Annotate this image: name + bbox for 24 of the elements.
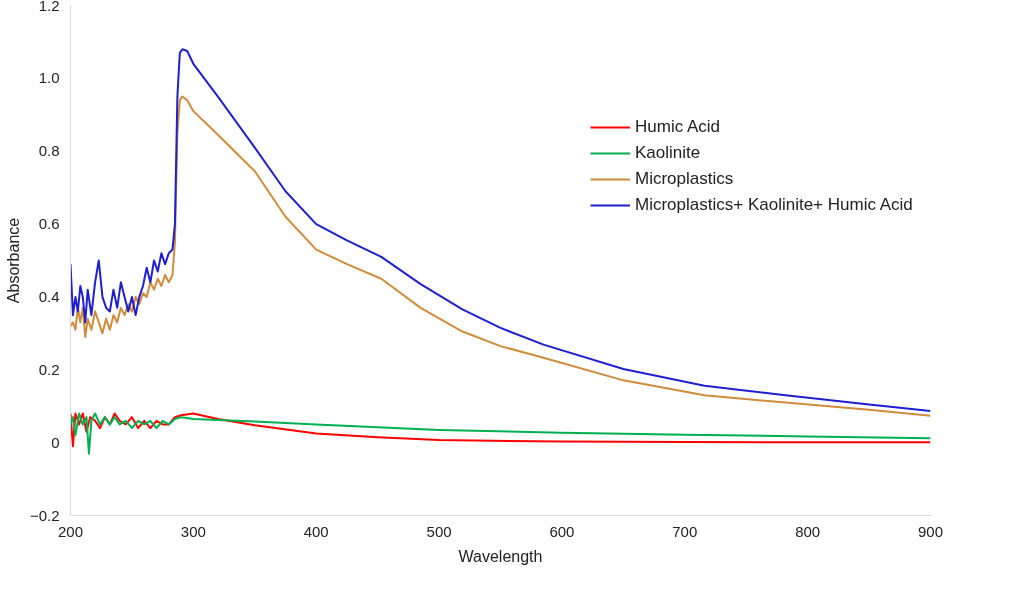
line-series [70, 412, 931, 448]
y-tick-label: 0.6 [38, 215, 60, 233]
y-axis-title: Absorbance [4, 217, 22, 304]
x-tick-label: 500 [426, 522, 452, 540]
x-tick-label: 800 [795, 522, 821, 540]
x-tick-label: 700 [672, 522, 698, 540]
legend-label: Microplastics+ Kaolinite+ Humic Acid [635, 195, 913, 215]
legend-label: Kaolinite [635, 143, 701, 163]
legend-label: Microplastics [635, 169, 734, 189]
x-tick-label: 600 [549, 522, 575, 540]
y-tick-label: −0.2 [29, 506, 60, 524]
y-tick-label: 0 [51, 433, 60, 451]
line-series [70, 412, 931, 455]
x-tick-label: 200 [57, 522, 84, 540]
x-axis-title: Wavelength [458, 547, 543, 565]
legend-label: Humic Acid [635, 117, 721, 137]
x-tick-label: 300 [180, 522, 206, 540]
y-tick-label: 1.2 [38, 0, 60, 14]
y-tick-label: 0.4 [38, 287, 60, 305]
y-tick-label: 0.8 [38, 142, 60, 160]
x-tick-label: 900 [917, 522, 944, 540]
y-tick-label: 0.2 [38, 360, 60, 378]
x-tick-label: 400 [303, 522, 329, 540]
y-tick-label: 1.0 [38, 69, 60, 87]
